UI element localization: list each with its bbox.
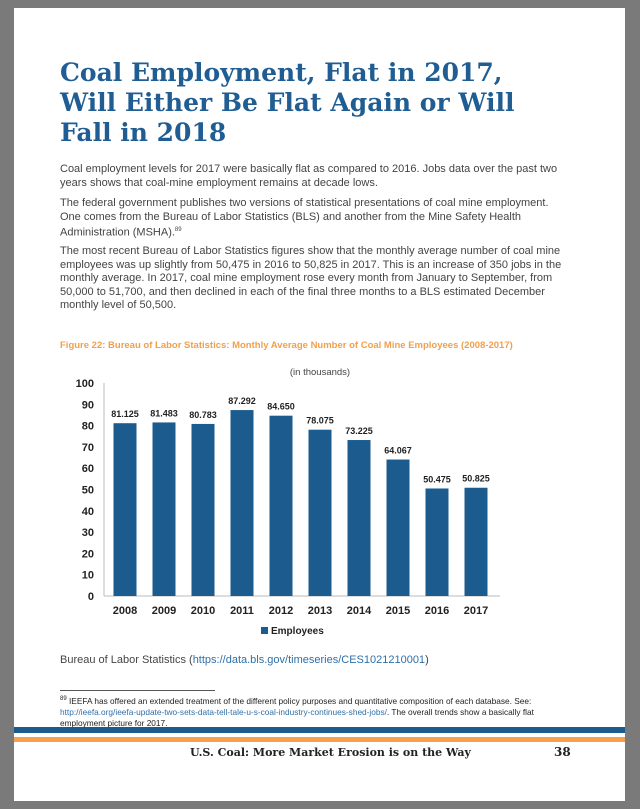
y-tick-label: 80 bbox=[82, 421, 94, 433]
legend-swatch bbox=[261, 627, 268, 634]
y-tick-label: 10 bbox=[82, 570, 94, 582]
source-line: Bureau of Labor Statistics (https://data… bbox=[60, 654, 429, 666]
data-label: 73.225 bbox=[345, 426, 373, 436]
x-tick-label: 2008 bbox=[113, 605, 137, 617]
bar-2015 bbox=[386, 459, 410, 596]
data-label: 80.783 bbox=[189, 410, 217, 420]
y-tick-label: 70 bbox=[82, 442, 94, 454]
data-label: 87.292 bbox=[228, 396, 256, 406]
chart-subtitle: (in thousands) bbox=[290, 367, 350, 378]
bar-2013 bbox=[308, 429, 332, 596]
figure-caption: Figure 22: Bureau of Labor Statistics: M… bbox=[60, 340, 513, 351]
source-link[interactable]: https://data.bls.gov/timeseries/CES10212… bbox=[192, 654, 426, 666]
paragraph-1: Coal employment levels for 2017 were bas… bbox=[60, 163, 558, 189]
y-tick-label: 40 bbox=[82, 506, 94, 518]
paragraph-2: The federal government publishes two ver… bbox=[60, 197, 549, 239]
bar-2014 bbox=[347, 440, 371, 596]
x-tick-label: 2015 bbox=[386, 605, 410, 617]
data-label: 81.483 bbox=[150, 408, 178, 418]
footnote: 89 IEEFA has offered an extended treatme… bbox=[60, 695, 534, 728]
data-label: 81.125 bbox=[111, 409, 139, 419]
data-label: 78.075 bbox=[306, 416, 334, 426]
bar-2011 bbox=[230, 410, 254, 596]
page-title: Coal Employment, Flat in 2017, Will Eith… bbox=[60, 58, 515, 147]
bar-2017 bbox=[464, 487, 488, 596]
bar-2016 bbox=[425, 488, 449, 596]
x-tick-label: 2016 bbox=[425, 605, 449, 617]
bar-2010 bbox=[191, 423, 215, 596]
x-tick-label: 2014 bbox=[347, 605, 372, 617]
x-tick-label: 2011 bbox=[230, 605, 254, 617]
y-tick-label: 90 bbox=[82, 399, 94, 411]
data-label: 84.650 bbox=[267, 402, 295, 412]
y-tick-label: 100 bbox=[76, 378, 94, 390]
footnote-ref[interactable]: 89 bbox=[174, 227, 182, 233]
y-tick-label: 60 bbox=[82, 463, 94, 475]
bar-2012 bbox=[269, 415, 293, 596]
x-tick-label: 2009 bbox=[152, 605, 176, 617]
x-tick-label: 2017 bbox=[464, 605, 488, 617]
bar-2009 bbox=[152, 422, 176, 596]
footer-title: U.S. Coal: More Market Erosion is on the… bbox=[190, 746, 471, 759]
paragraph-3: The most recent Bureau of Labor Statisti… bbox=[60, 245, 562, 311]
document-page bbox=[14, 8, 625, 801]
y-tick-label: 30 bbox=[82, 527, 94, 539]
legend-label: Employees bbox=[271, 626, 324, 637]
footer-blue-rule bbox=[14, 727, 625, 733]
data-label: 50.475 bbox=[423, 474, 451, 484]
y-tick-label: 20 bbox=[82, 548, 94, 560]
data-label: 50.825 bbox=[462, 474, 490, 484]
page-number: 38 bbox=[554, 745, 571, 759]
footer-orange-rule bbox=[14, 737, 625, 742]
x-tick-label: 2013 bbox=[308, 605, 332, 617]
x-tick-label: 2012 bbox=[269, 605, 293, 617]
footnote-divider bbox=[60, 690, 215, 691]
footnote-link[interactable]: http://ieefa.org/ieefa-update-two-sets-d… bbox=[60, 706, 387, 717]
data-label: 64.067 bbox=[384, 446, 412, 456]
y-tick-label: 50 bbox=[82, 485, 94, 497]
y-tick-label: 0 bbox=[88, 591, 94, 603]
x-tick-label: 2010 bbox=[191, 605, 215, 617]
bar-2008 bbox=[113, 423, 137, 596]
